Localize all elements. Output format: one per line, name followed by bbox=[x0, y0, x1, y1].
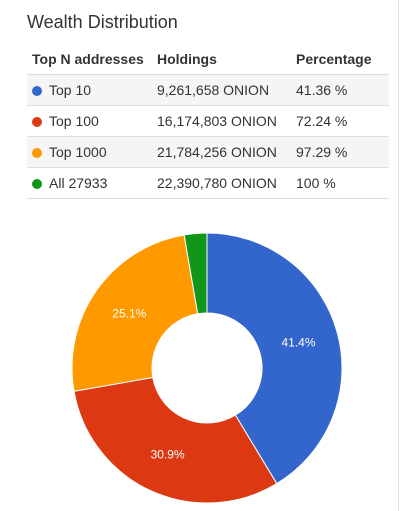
card-title: Wealth Distribution bbox=[27, 12, 178, 32]
row-percentage: 41.36 % bbox=[291, 74, 389, 106]
row-label-cell: Top 100 bbox=[27, 105, 152, 137]
header-holdings[interactable]: Holdings bbox=[152, 44, 291, 75]
row-label: Top 10 bbox=[49, 82, 92, 98]
legend-dot bbox=[32, 179, 42, 189]
wealth-table: Top N addresses Holdings Percentage Top … bbox=[27, 44, 389, 199]
slice-label: 30.9% bbox=[151, 447, 185, 461]
row-label-cell: Top 1000 bbox=[27, 136, 152, 168]
table-row: Top 100 16,174,803 ONION 72.24 % bbox=[27, 105, 389, 137]
legend-dot bbox=[32, 86, 42, 96]
slice-label: 25.1% bbox=[112, 306, 146, 320]
row-label-cell: Top 10 bbox=[27, 74, 152, 106]
row-percentage: 97.29 % bbox=[291, 136, 389, 168]
donut-slice[interactable] bbox=[206, 232, 343, 485]
row-holdings: 16,174,803 ONION bbox=[152, 105, 291, 137]
row-holdings: 22,390,780 ONION bbox=[152, 167, 291, 199]
donut-slice[interactable] bbox=[71, 234, 199, 392]
table-row: Top 10 9,261,658 ONION 41.36 % bbox=[27, 74, 389, 106]
row-label-cell: All 27933 bbox=[27, 167, 152, 199]
legend-dot bbox=[32, 117, 42, 127]
table-row: Top 1000 21,784,256 ONION 97.29 % bbox=[27, 136, 389, 168]
row-holdings: 9,261,658 ONION bbox=[152, 74, 291, 106]
header-top-n[interactable]: Top N addresses bbox=[27, 44, 152, 75]
donut-slice[interactable] bbox=[73, 376, 278, 504]
table-header-row: Top N addresses Holdings Percentage bbox=[27, 44, 389, 75]
slice-label: 41.4% bbox=[282, 336, 316, 350]
table-row: All 27933 22,390,780 ONION 100 % bbox=[27, 167, 389, 199]
row-holdings: 21,784,256 ONION bbox=[152, 136, 291, 168]
header-percentage[interactable]: Percentage bbox=[291, 44, 389, 75]
row-percentage: 72.24 % bbox=[291, 105, 389, 137]
row-percentage: 100 % bbox=[291, 167, 389, 199]
legend-dot bbox=[32, 148, 42, 158]
row-label: Top 100 bbox=[49, 113, 99, 129]
row-label: Top 1000 bbox=[49, 144, 107, 160]
row-label: All 27933 bbox=[49, 175, 108, 191]
donut-slice[interactable] bbox=[183, 232, 208, 315]
